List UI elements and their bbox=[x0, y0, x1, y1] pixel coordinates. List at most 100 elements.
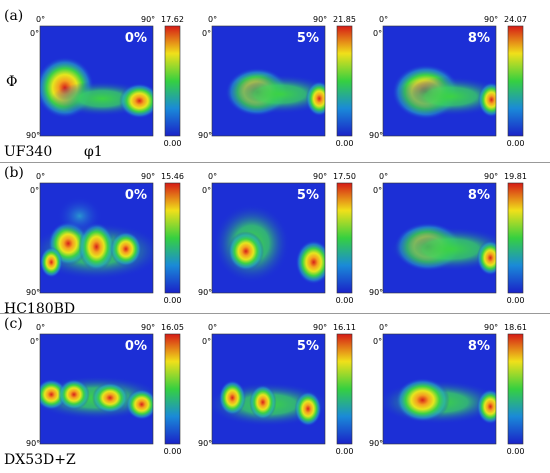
phi1-axis-label: φ1 bbox=[84, 144, 103, 160]
x-max-label: 90° bbox=[141, 323, 155, 332]
strain-percent-label: 5% bbox=[297, 339, 319, 354]
intensity-peak bbox=[125, 389, 153, 420]
colorbar-max-label: 15.46 bbox=[161, 172, 184, 181]
strain-percent-label: 5% bbox=[297, 188, 319, 203]
intensity-peak bbox=[40, 246, 63, 278]
strain-percent-label: 8% bbox=[468, 339, 490, 354]
intensity-peak bbox=[477, 82, 496, 118]
odf-panel: 0° 90° 0° 90° 8% 24.07 0.00 bbox=[369, 15, 527, 148]
odf-panel: 0° 90° 0° 90° 0% 15.46 0.00 bbox=[26, 172, 184, 305]
colorbar-max-label: 19.81 bbox=[504, 172, 527, 181]
colorbar-max-label: 17.62 bbox=[161, 15, 184, 24]
strain-percent-label: 0% bbox=[125, 188, 147, 203]
map-frame bbox=[39, 333, 154, 445]
intensity-peak bbox=[78, 222, 115, 271]
colorbar bbox=[336, 333, 353, 445]
colorbar-min-label: 0.00 bbox=[336, 447, 354, 456]
colorbar bbox=[336, 182, 353, 294]
y-min-label: 0° bbox=[202, 337, 211, 346]
map-frame bbox=[39, 182, 154, 294]
colorbar-min-label: 0.00 bbox=[507, 447, 525, 456]
odf-panel: 0° 90° 0° 90° 5% 16.11 0.00 bbox=[198, 323, 356, 456]
map-frame bbox=[382, 333, 497, 445]
map-frame bbox=[39, 25, 154, 137]
strain-percent-label: 8% bbox=[468, 31, 490, 46]
colorbar-min-label: 0.00 bbox=[164, 139, 182, 148]
x-max-label: 90° bbox=[484, 172, 498, 181]
intensity-peak bbox=[395, 378, 450, 422]
x-max-label: 90° bbox=[313, 172, 327, 181]
odf-panel: 0° 90° 0° 90° 8% 18.61 0.00 bbox=[369, 323, 527, 456]
x-max-label: 90° bbox=[484, 15, 498, 24]
y-min-label: 0° bbox=[30, 337, 39, 346]
colorbar bbox=[164, 25, 181, 137]
x-min-label: 0° bbox=[208, 172, 217, 181]
colorbar bbox=[164, 182, 181, 294]
x-min-label: 0° bbox=[379, 15, 388, 24]
colorbar bbox=[164, 333, 181, 445]
panel-tag-label: (c) bbox=[4, 316, 23, 332]
x-min-label: 0° bbox=[379, 323, 388, 332]
colorbar-min-label: 0.00 bbox=[164, 296, 182, 305]
y-max-label: 90° bbox=[369, 439, 383, 448]
intensity-peak bbox=[58, 379, 90, 410]
map-frame bbox=[211, 333, 326, 445]
colorbar-max-label: 17.50 bbox=[333, 172, 356, 181]
colorbar bbox=[507, 25, 524, 137]
intensity-peak bbox=[476, 240, 496, 276]
odf-panel: 0° 90° 0° 90° 8% 19.81 0.00 bbox=[369, 172, 527, 305]
odf-panel: 0° 90° 0° 90° 0% 17.62 0.00 bbox=[26, 15, 184, 148]
x-max-label: 90° bbox=[141, 15, 155, 24]
colorbar-max-label: 16.05 bbox=[161, 323, 184, 332]
colorbar-max-label: 24.07 bbox=[504, 15, 527, 24]
y-max-label: 90° bbox=[369, 131, 383, 140]
y-max-label: 90° bbox=[26, 288, 40, 297]
panel-tag-label: (a) bbox=[4, 8, 23, 24]
colorbar-min-label: 0.00 bbox=[164, 447, 182, 456]
intensity-peak bbox=[394, 76, 496, 117]
map-frame bbox=[382, 25, 497, 137]
intensity-peak bbox=[227, 231, 264, 271]
odf-panel: 0° 90° 0° 90° 0% 16.05 0.00 bbox=[26, 323, 184, 456]
map-frame bbox=[382, 182, 497, 294]
y-min-label: 0° bbox=[202, 29, 211, 38]
intensity-peak bbox=[56, 196, 103, 236]
strain-percent-label: 5% bbox=[297, 31, 319, 46]
x-min-label: 0° bbox=[208, 323, 217, 332]
colorbar-min-label: 0.00 bbox=[507, 296, 525, 305]
material-label: DX53D+Z bbox=[4, 452, 76, 468]
phi-axis-label: Φ bbox=[6, 74, 17, 90]
colorbar bbox=[507, 182, 524, 294]
intensity-peak bbox=[110, 231, 142, 267]
intensity-peak bbox=[305, 81, 325, 117]
y-max-label: 90° bbox=[26, 439, 40, 448]
x-min-label: 0° bbox=[36, 323, 45, 332]
y-min-label: 0° bbox=[373, 337, 382, 346]
x-min-label: 0° bbox=[36, 15, 45, 24]
x-max-label: 90° bbox=[313, 15, 327, 24]
intensity-peak bbox=[476, 389, 496, 425]
y-min-label: 0° bbox=[30, 186, 39, 195]
intensity-peak bbox=[218, 380, 246, 416]
map-frame bbox=[211, 182, 326, 294]
y-max-label: 90° bbox=[198, 288, 212, 297]
colorbar-max-label: 16.11 bbox=[333, 323, 356, 332]
colorbar-min-label: 0.00 bbox=[507, 139, 525, 148]
x-min-label: 0° bbox=[36, 172, 45, 181]
intensity-peak bbox=[295, 240, 325, 285]
x-max-label: 90° bbox=[484, 323, 498, 332]
colorbar bbox=[507, 333, 524, 445]
strain-percent-label: 0% bbox=[125, 31, 147, 46]
intensity-peak bbox=[388, 227, 496, 271]
y-max-label: 90° bbox=[26, 131, 40, 140]
y-max-label: 90° bbox=[198, 439, 212, 448]
material-label: UF340 bbox=[4, 144, 52, 160]
intensity-peak bbox=[119, 83, 153, 119]
map-frame bbox=[211, 25, 326, 137]
material-label: HC180BD bbox=[4, 301, 75, 317]
odf-panel: 0° 90° 0° 90° 5% 21.85 0.00 bbox=[198, 15, 356, 148]
colorbar-max-label: 21.85 bbox=[333, 15, 356, 24]
y-min-label: 0° bbox=[373, 29, 382, 38]
colorbar-min-label: 0.00 bbox=[336, 139, 354, 148]
